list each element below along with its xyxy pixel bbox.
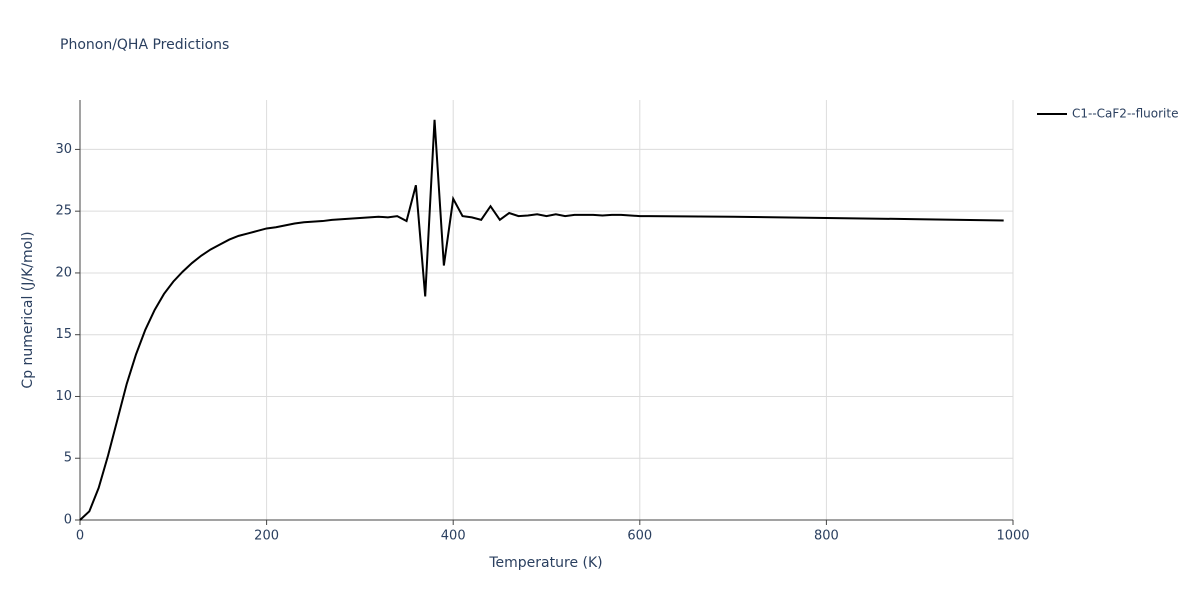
y-tick-label: 0 (64, 513, 72, 528)
y-tick-label: 25 (55, 204, 72, 219)
y-axis-title: Cp numerical (J/K/mol) (20, 231, 36, 388)
legend-label: C1--CaF2--fluorite (1072, 107, 1178, 121)
y-tick-label: 30 (55, 142, 72, 157)
x-tick-label: 0 (76, 529, 84, 544)
chart-title: Phonon/QHA Predictions (60, 37, 229, 53)
x-tick-label: 1000 (996, 529, 1029, 544)
x-tick-label: 200 (254, 529, 279, 544)
y-tick-label: 5 (64, 451, 72, 466)
x-axis-title: Temperature (K) (488, 555, 602, 571)
x-tick-label: 400 (441, 529, 466, 544)
y-tick-label: 15 (55, 327, 72, 342)
x-tick-label: 600 (627, 529, 652, 544)
y-tick-label: 20 (55, 265, 72, 280)
x-tick-label: 800 (814, 529, 839, 544)
data-line (79, 119, 1004, 521)
y-tick-label: 10 (55, 389, 72, 404)
